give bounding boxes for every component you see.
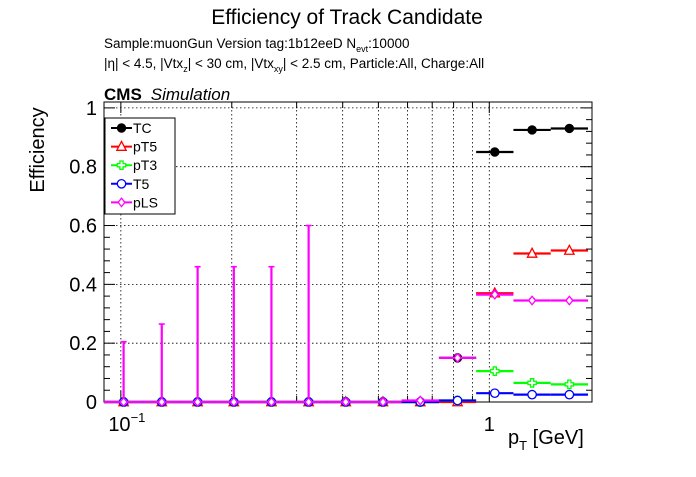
cms-label: CMS Simulation [104,85,230,104]
data-point [117,197,126,208]
data-point [116,178,127,189]
data-point [304,396,313,408]
x-tick-label-exponent: −1 [131,410,146,425]
subtitle-line-1-tail: :10000 [368,36,409,51]
data-point [490,289,499,300]
subtitle-line-2-a: |η| < 4.5, |Vtx [104,56,183,71]
data-point [229,396,239,408]
subtitle-line-1-sub: evt [356,44,369,54]
data-point [116,123,127,133]
data-point [564,389,575,400]
x-tick-label: 10−1 [108,410,145,436]
y-tick-label: 0.8 [69,157,97,179]
legend-entry-pls: pLS [111,194,158,210]
data-point [564,123,575,134]
subtitle-line-2-a-sub: z [183,64,188,74]
data-point [416,395,425,406]
data-point [193,396,202,408]
legend-label: pT3 [133,157,157,173]
data-point [452,395,463,406]
x-axis-title-sub: T [519,438,527,453]
subtitle-line-2-b: | < 30 cm, |Vtx [188,56,274,71]
y-tick-label: 0.2 [69,333,97,355]
data-point [267,396,276,408]
data-point [563,243,576,255]
legend-entry-t5: T5 [111,176,150,192]
data-point [527,295,537,306]
subtitle-line-2: |η| < 4.5, |Vtxz| < 30 cm, |Vtxxy| < 2.5… [104,56,484,74]
data-point [378,396,388,408]
cms-label-bold: CMS [104,85,142,104]
data-point [527,389,537,400]
legend-entry-tc: TC [111,120,152,136]
y-axis-title: Efficiency [27,107,49,192]
subtitle-line-1: Sample:muonGun Version tag:1b12eeD Nevt:… [104,36,409,54]
subtitle-line-1-text: Sample:muonGun Version tag:1b12eeD N [104,36,356,51]
data-point [527,378,537,388]
y-tick-label: 0.6 [69,216,97,238]
data-point [565,295,574,306]
series-pls [104,224,588,408]
data-point [116,160,127,171]
subtitle-line-2-c: | < 2.5 cm, Particle:All, Charge:All [283,56,484,71]
plot-area [104,123,588,408]
legend-label: pLS [133,194,158,210]
cms-label-italic: Simulation [151,85,230,104]
data-point [115,140,128,151]
legend-label: T5 [133,176,150,192]
legend-entry-pt3: pT3 [111,157,157,173]
legend-label: pT5 [133,139,157,155]
data-point [453,352,462,364]
legend-entry-pt5: pT5 [111,139,157,155]
subtitle-line-2-b-sub: xy [274,64,284,74]
x-tick-label-base: 10 [108,414,130,436]
data-point [490,147,500,157]
legend: TC pT5 pT3 T5 pLS [104,117,176,215]
data-point [526,246,538,258]
data-point [489,388,500,399]
x-tick-label: 1 [484,414,495,436]
y-tick-label: 1 [86,98,97,120]
x-axis-title-main: p [508,427,519,449]
y-tick-label: 0.4 [69,274,97,296]
data-point [119,396,128,408]
x-axis-title-unit: [GeV] [527,427,584,449]
y-tick-label: 0 [86,392,97,414]
data-point [489,366,500,376]
data-point [157,396,166,408]
x-axis-title: pT [GeV] [508,427,584,453]
tick-labels: 0 0.2 0.4 0.6 0.8 1 10−1 1 [69,98,495,436]
data-point [341,396,350,408]
data-point [527,125,537,135]
chart-title: Efficiency of Track Candidate [211,6,483,29]
x-tick-label-base: 1 [484,414,495,436]
legend-label: TC [133,120,152,136]
data-point [564,379,575,390]
